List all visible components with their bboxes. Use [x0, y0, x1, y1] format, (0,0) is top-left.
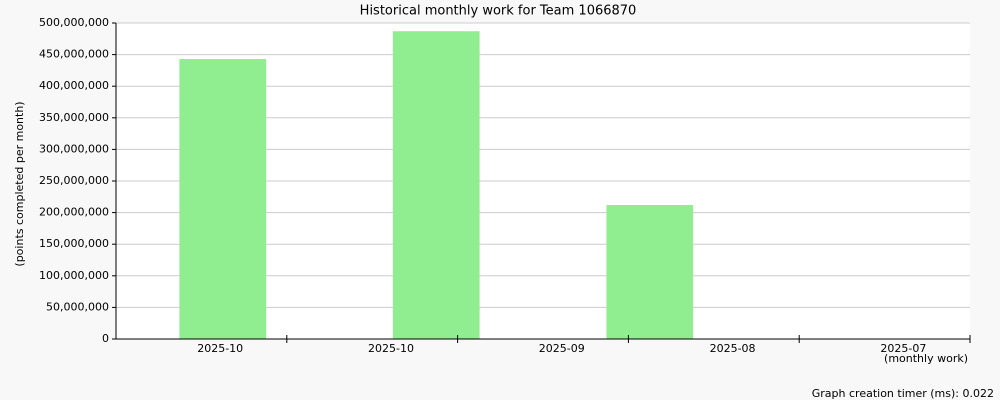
y-axis-label: (points completed per month)	[13, 101, 26, 266]
y-tick-label: 300,000,000	[39, 142, 109, 155]
y-tick-label: 50,000,000	[46, 300, 109, 313]
y-tick-label: 150,000,000	[39, 237, 109, 250]
y-tick-label: 0	[102, 332, 109, 345]
y-tick-label: 500,000,000	[39, 16, 109, 29]
y-tick-label: 450,000,000	[39, 48, 109, 61]
y-tick-label: 350,000,000	[39, 111, 109, 124]
bar	[179, 59, 267, 340]
y-tick-label: 400,000,000	[39, 79, 109, 92]
x-axis-label: (monthly work)	[884, 352, 968, 365]
y-tick-label: 200,000,000	[39, 206, 109, 219]
footer: Graph creation timer (ms): 0.022	[812, 387, 994, 400]
x-tick-label: 2025-10	[368, 342, 414, 355]
chart-title: Historical monthly work for Team 1066870	[360, 4, 637, 19]
y-tick-label: 250,000,000	[39, 174, 109, 187]
x-tick-label: 2025-09	[539, 342, 585, 355]
bar	[392, 31, 480, 339]
x-tick-label: 2025-07	[880, 342, 926, 355]
x-tick-label: 2025-10	[197, 342, 243, 355]
bar	[606, 205, 694, 339]
y-tick-label: 100,000,000	[39, 269, 109, 282]
x-tick-label: 2025-08	[710, 342, 756, 355]
